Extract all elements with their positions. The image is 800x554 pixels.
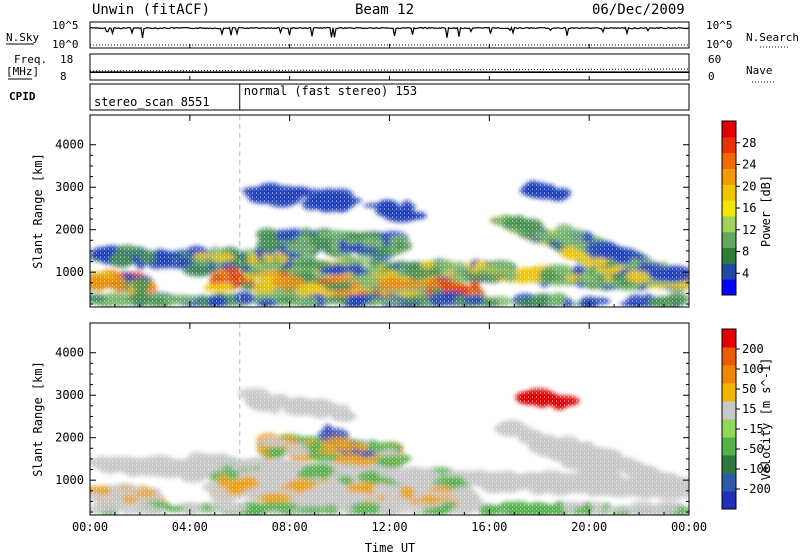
colorbar-tick-label: 100 (742, 362, 764, 376)
colorbar-swatch (722, 168, 736, 185)
x-tick-label: 04:00 (172, 520, 208, 534)
cpid-label: CPID (9, 90, 36, 103)
x-tick-label: 20:00 (571, 520, 607, 534)
freq-label: Freq. (14, 53, 47, 66)
nsky-label: N.Sky (6, 31, 39, 44)
cpid-mode-normal: normal (fast stereo) 153 (244, 84, 417, 98)
colorbar-tick-label: 50 (742, 382, 756, 396)
colorbar-tick-label: 24 (742, 158, 756, 172)
station-title: Unwin (fitACF) (92, 2, 210, 18)
velocity-colorbar: 200 100 50 15 -15 -50 -100 -200 (721, 328, 771, 510)
beam-title: Beam 12 (355, 2, 414, 18)
freq-tick-bottom: 8 (60, 70, 67, 83)
colorbar-tick-label: 15 (742, 402, 756, 416)
colorbar-tick-label: 12 (742, 223, 756, 237)
x-axis-label: Time UT (365, 541, 416, 554)
colorbar-tick-label: -50 (742, 442, 764, 456)
power-colorbar-label: Power [dB] (759, 175, 773, 247)
colorbar-swatch (722, 419, 736, 438)
colorbar-swatch (722, 215, 736, 233)
nave-tick-top: 60 (708, 53, 721, 66)
x-tick-label: 08:00 (272, 520, 308, 534)
y-tick-label: 2000 (55, 431, 84, 445)
velocity-colorbar-label: Velocity [m s^-1] (759, 358, 773, 481)
x-tick-label: 16:00 (471, 520, 507, 534)
colorbar-tick-label: -200 (742, 482, 771, 496)
freq-unit-label: [MHz] (6, 65, 39, 78)
power-heatmap (90, 115, 689, 307)
nsky-tick-bottom-left: 10^0 (52, 38, 79, 51)
colorbar-swatch (722, 365, 736, 384)
x-tick-label: 00:00 (671, 520, 707, 534)
colorbar-swatch (722, 401, 736, 420)
colorbar-tick-label: 28 (742, 136, 756, 150)
colorbar-frame (721, 328, 737, 510)
nsky-tick-top-left: 10^5 (52, 19, 79, 32)
nave-label: Nave (746, 64, 773, 77)
y-tick-label: 4000 (55, 138, 84, 152)
nave-tick-bottom: 0 (708, 70, 715, 83)
colorbar-swatch (722, 247, 736, 264)
freq-trace (89, 68, 690, 80)
colorbar-swatch (722, 136, 736, 154)
colorbar-tick-label: -100 (742, 462, 771, 476)
y-tick-label: 1000 (55, 265, 84, 279)
velocity-axes: 1000 2000 3000 4000 00:00 04:00 08:00 12:00 16:0… (55, 323, 707, 534)
colorbar-swatch (722, 383, 736, 402)
nsky-tick-bottom-right: 10^0 (706, 38, 733, 51)
colorbar-swatch (722, 121, 736, 138)
nsearch-label: N.Search (746, 31, 799, 44)
colorbar-tick-label: -15 (742, 422, 764, 436)
colorbar-tick-label: 16 (742, 201, 756, 215)
date-title: 06/Dec/2009 (592, 2, 685, 18)
x-tick-label: 12:00 (371, 520, 407, 534)
colorbar-swatch (722, 473, 736, 492)
colorbar-tick-label: 8 (742, 245, 749, 259)
y-tick-label: 4000 (55, 346, 84, 360)
colorbar-swatch (722, 184, 736, 201)
colorbar-swatch (722, 279, 736, 296)
freq-line (89, 68, 690, 72)
y-tick-label: 3000 (55, 180, 84, 194)
colorbar-swatch (722, 437, 736, 456)
y-tick-label: 1000 (55, 473, 84, 487)
colorbar-swatch (722, 231, 736, 249)
colorbar-tick-label: 200 (742, 342, 764, 356)
colorbar-swatch (722, 491, 736, 510)
colorbar-swatch (722, 329, 736, 348)
colorbar-tick-label: 20 (742, 179, 756, 193)
nsky-trace (89, 26, 690, 48)
nsky-line (89, 26, 689, 38)
x-tick-label: 00:00 (72, 520, 108, 534)
colorbar-swatch (722, 455, 736, 474)
colorbar-swatch (722, 263, 736, 280)
y-tick-label: 2000 (55, 223, 84, 237)
nsky-tick-top-right: 10^5 (706, 19, 733, 32)
colorbar-tick-label: 4 (742, 266, 749, 280)
power-colorbar: 28 24 20 16 12 8 4 (721, 120, 756, 296)
velocity-heatmap (90, 323, 689, 515)
cpid-panel (89, 83, 690, 111)
power-ylabel: Slant Range [km] (31, 153, 45, 269)
cpid-mode-stereo-scan: stereo_scan 8551 (94, 95, 210, 109)
velocity-ylabel: Slant Range [km] (31, 361, 45, 477)
colorbar-swatch (722, 200, 736, 217)
freq-tick-top: 18 (60, 53, 73, 66)
colorbar-swatch (722, 152, 736, 169)
colorbar-swatch (722, 347, 736, 366)
power-axes: 1000 2000 3000 4000 (55, 115, 690, 307)
y-tick-label: 3000 (55, 388, 84, 402)
